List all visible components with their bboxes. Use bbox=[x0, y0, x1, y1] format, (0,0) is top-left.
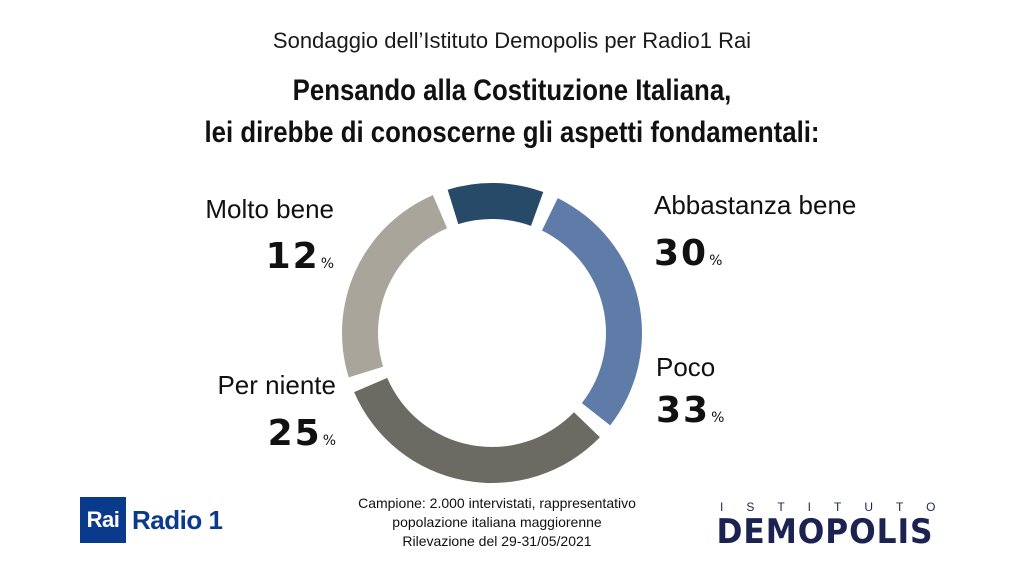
rai-logo-box: Rai bbox=[80, 497, 126, 543]
value-abbastanza-bene: 30% bbox=[654, 233, 722, 274]
donut-slice-per-niente bbox=[342, 195, 448, 378]
donut-slice-abbastanza-bene bbox=[541, 198, 642, 426]
value-poco-number: 33 bbox=[656, 390, 711, 431]
value-per-niente-unit: % bbox=[322, 433, 336, 449]
value-abbastanza-bene-unit: % bbox=[709, 253, 723, 269]
methodology-note: Campione: 2.000 intervistati, rappresent… bbox=[312, 494, 682, 551]
methodology-line-2: popolazione italiana maggiorenne bbox=[392, 514, 602, 530]
value-per-niente: 25% bbox=[268, 413, 336, 454]
label-per-niente: Per niente bbox=[217, 370, 336, 400]
survey-source: Sondaggio dell’Istituto Demopolis per Ra… bbox=[272, 28, 752, 53]
value-poco: 33% bbox=[656, 390, 724, 431]
label-abbastanza-bene: Abbastanza bene bbox=[654, 190, 857, 220]
radio1-wordmark: Radio 1 bbox=[132, 504, 223, 535]
value-molto-bene-unit: % bbox=[320, 256, 334, 272]
chart-title: Pensando alla Costituzione Italiana, lei… bbox=[72, 70, 953, 154]
chart-title-line-1: Pensando alla Costituzione Italiana, bbox=[292, 74, 732, 107]
methodology-line-3: Rilevazione del 29-31/05/2021 bbox=[402, 533, 592, 549]
label-molto-bene: Molto bene bbox=[205, 194, 334, 224]
methodology-line-1: Campione: 2.000 intervistati, rappresent… bbox=[358, 495, 636, 511]
value-poco-unit: % bbox=[711, 410, 725, 426]
demopolis-istituto-text: ISTITUTO bbox=[720, 500, 959, 514]
rai-radio1-logo: Rai Radio 1 bbox=[80, 497, 223, 543]
demopolis-logo: ISTITUTO DEMOPOLIS bbox=[700, 500, 950, 552]
value-abbastanza-bene-number: 30 bbox=[654, 233, 709, 274]
donut-slice-molto-bene bbox=[447, 183, 544, 226]
donut-slice-poco bbox=[354, 377, 600, 483]
chart-title-line-2: lei direbbe di conoscerne gli aspetti fo… bbox=[204, 116, 820, 149]
value-molto-bene: 12% bbox=[266, 236, 334, 277]
value-molto-bene-number: 12 bbox=[265, 236, 320, 277]
label-poco: Poco bbox=[656, 352, 716, 382]
demopolis-wordmark: DEMOPOLIS bbox=[716, 512, 934, 552]
value-per-niente-number: 25 bbox=[267, 413, 322, 454]
